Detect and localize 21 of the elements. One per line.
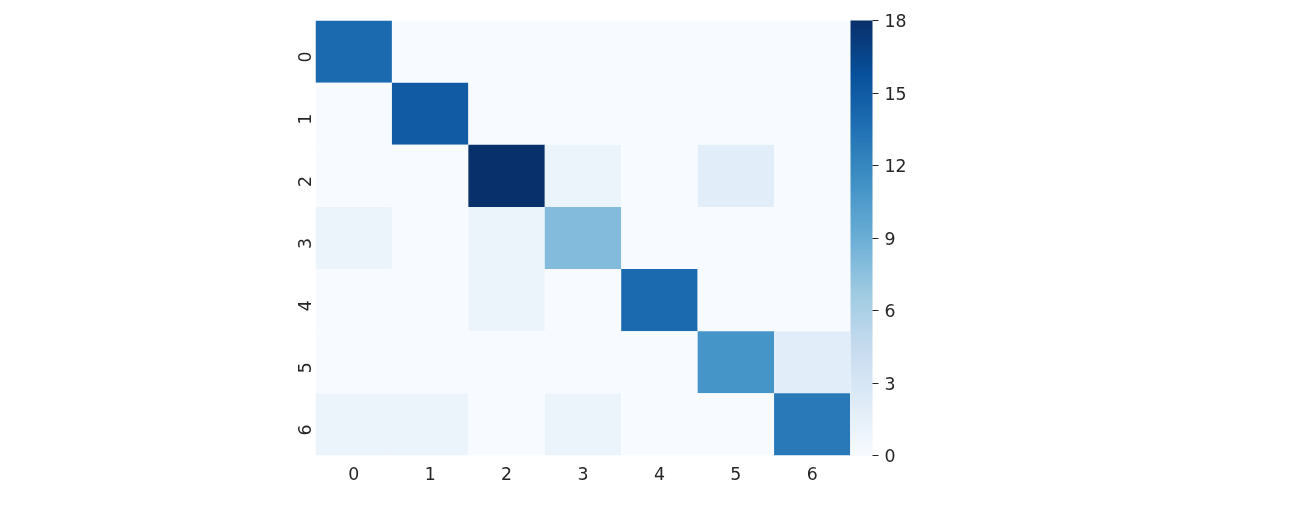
x-tick-label: 5 xyxy=(730,463,742,484)
color-bar-label: 12 xyxy=(884,156,907,176)
y-tick-label: 1 xyxy=(295,113,315,125)
y-tick-label: 2 xyxy=(295,175,315,187)
y-tick-label: 6 xyxy=(295,424,315,436)
x-tick-label: 3 xyxy=(577,463,589,484)
color-bar-label: 6 xyxy=(884,301,896,321)
x-tick-label: 6 xyxy=(806,463,818,484)
color-bar-label: 0 xyxy=(884,446,896,466)
color-bar-label: 3 xyxy=(884,373,896,394)
x-tick-label: 1 xyxy=(424,463,436,484)
color-bar-label: 18 xyxy=(884,11,907,31)
x-tick-label: 2 xyxy=(501,463,513,484)
color-bar-label: 15 xyxy=(884,83,907,104)
y-tick-label: 3 xyxy=(295,237,315,250)
y-tick-label: 4 xyxy=(295,300,315,312)
color-bar-label: 9 xyxy=(884,228,896,249)
x-tick-label: 4 xyxy=(653,463,665,484)
y-tick-label: 5 xyxy=(295,362,315,374)
x-tick-label: 0 xyxy=(348,463,360,484)
y-tick-label: 0 xyxy=(295,51,315,63)
